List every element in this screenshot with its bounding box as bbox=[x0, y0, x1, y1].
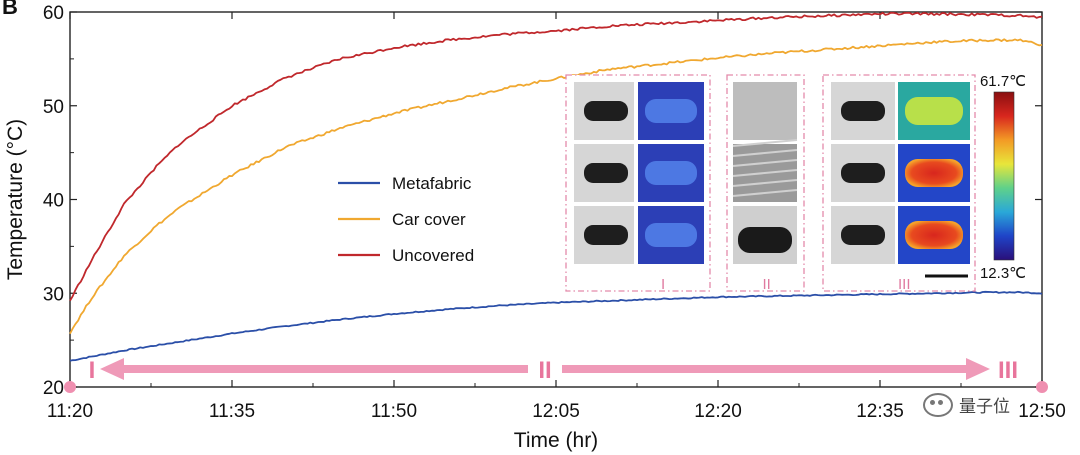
axes: 20 30 40 50 60 11:20 11:35 11:50 12:05 12:20 12:35… bbox=[4, 3, 1066, 452]
y-tick-label: 60 bbox=[43, 3, 64, 24]
arrow-head-right bbox=[966, 358, 990, 380]
figure-letter: B bbox=[2, 0, 18, 19]
arrow-shaft-left bbox=[120, 365, 528, 373]
fabric-pattern bbox=[732, 189, 798, 197]
car-shape bbox=[645, 161, 697, 185]
series-line-car-cover bbox=[69, 38, 1043, 335]
arrow-head-left bbox=[100, 358, 124, 380]
watermark-text: 量子位 bbox=[959, 397, 1010, 417]
phase-marker: I bbox=[89, 357, 96, 384]
fabric-pattern bbox=[732, 149, 798, 157]
legend-label: Metafabric bbox=[392, 174, 472, 193]
colorbar-max-label: 61.7℃ bbox=[980, 73, 1026, 90]
car-shape bbox=[905, 159, 963, 187]
legend: Metafabric Car cover Uncovered bbox=[338, 174, 474, 265]
end-dot bbox=[1036, 381, 1048, 393]
photo-cover bbox=[733, 82, 797, 140]
car-shape bbox=[645, 99, 697, 123]
watermark: 量子位 bbox=[923, 392, 1010, 417]
y-tick-label: 50 bbox=[43, 97, 64, 118]
fabric-pattern bbox=[732, 169, 798, 177]
inset-panel-label: I bbox=[661, 276, 665, 293]
fabric-pattern bbox=[732, 179, 798, 187]
car-shape bbox=[738, 227, 792, 253]
car-shape bbox=[584, 225, 628, 245]
phase-marker: III bbox=[998, 357, 1018, 384]
car-shape bbox=[584, 101, 628, 121]
arrow-shaft-right bbox=[562, 365, 970, 373]
x-tick-label: 12:35 bbox=[856, 401, 904, 422]
phase-markers: I II III bbox=[64, 357, 1048, 393]
inset-panel-label: II bbox=[763, 276, 771, 293]
fabric-pattern bbox=[732, 139, 798, 147]
x-tick-label: 12:20 bbox=[694, 401, 742, 422]
colorbar bbox=[993, 91, 1015, 261]
car-shape bbox=[841, 101, 885, 121]
car-shape bbox=[645, 223, 697, 247]
car-shape bbox=[841, 225, 885, 245]
inset-panel-label: III bbox=[898, 276, 911, 293]
y-tick-label: 30 bbox=[43, 284, 64, 305]
y-tick-label: 40 bbox=[43, 191, 64, 212]
series-layer bbox=[69, 11, 1043, 362]
x-tick-label: 12:05 bbox=[532, 401, 580, 422]
series-line-uncovered bbox=[69, 11, 1043, 302]
x-tick-label: 11:20 bbox=[47, 401, 93, 422]
wechat-icon bbox=[923, 392, 953, 417]
y-tick-label: 20 bbox=[43, 378, 64, 399]
legend-label: Car cover bbox=[392, 210, 466, 229]
x-tick-label: 11:35 bbox=[209, 401, 255, 422]
legend-label: Uncovered bbox=[392, 246, 474, 265]
car-shape bbox=[584, 163, 628, 183]
start-dot bbox=[64, 381, 76, 393]
series-line-metafabric bbox=[69, 290, 1043, 362]
colorbar-min-label: 12.3℃ bbox=[980, 265, 1026, 282]
car-shape bbox=[841, 163, 885, 183]
car-shape bbox=[905, 221, 963, 249]
x-axis-title: Time (hr) bbox=[514, 429, 598, 452]
y-axis-title: Temperature (°C) bbox=[4, 119, 27, 280]
x-tick-label: 11:50 bbox=[371, 401, 417, 422]
x-tick-label: 12:50 bbox=[1018, 401, 1066, 422]
fabric-pattern bbox=[732, 159, 798, 167]
phase-marker: II bbox=[538, 357, 551, 384]
car-shape bbox=[905, 97, 963, 125]
